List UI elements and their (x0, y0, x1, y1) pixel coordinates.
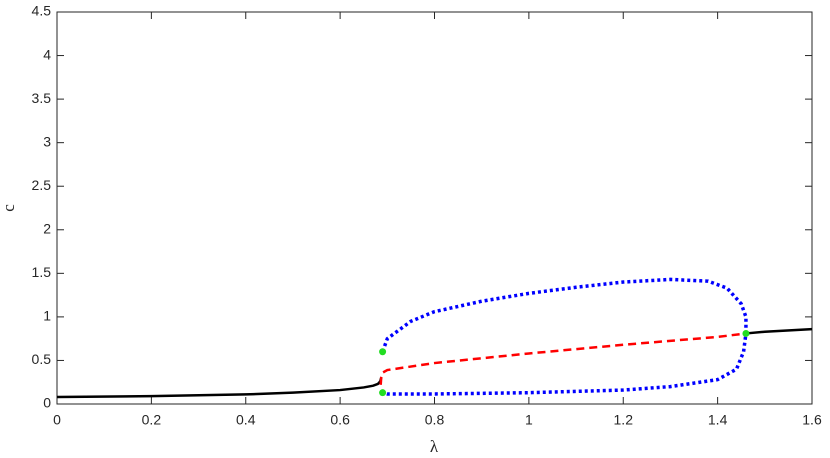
y-tick-label: 3.5 (32, 90, 52, 106)
bifurcation-point (379, 389, 387, 397)
bifurcation-point (742, 329, 750, 337)
x-axis-label: λ (430, 437, 439, 456)
x-tick-label: 0 (53, 412, 61, 428)
x-tick-label: 0.6 (330, 412, 350, 428)
x-tick-label: 0.4 (236, 412, 256, 428)
y-tick-label: 3 (43, 133, 51, 149)
x-tick-label: 1.6 (802, 412, 822, 428)
plot-frame (56, 11, 813, 405)
y-axis-label: c (0, 204, 18, 212)
y-tick-label: 2.5 (32, 177, 52, 193)
series-line (380, 277, 748, 396)
x-tick-label: 0.8 (425, 412, 445, 428)
bifurcation-point (379, 348, 387, 356)
x-tick-label: 1.4 (708, 412, 728, 428)
series-line (379, 332, 747, 385)
y-tick-label: 1 (43, 308, 51, 324)
x-tick-label: 0.2 (142, 412, 162, 428)
series-line (56, 327, 813, 399)
y-tick-label: 2 (43, 220, 51, 236)
y-tick-label: 4.5 (32, 3, 52, 19)
x-tick-label: 1.2 (614, 412, 634, 428)
y-tick-label: 0 (43, 395, 51, 411)
x-tick-label: 1 (525, 412, 533, 428)
y-tick-label: 0.5 (32, 351, 52, 367)
y-tick-label: 1.5 (32, 264, 52, 280)
y-tick-label: 4 (43, 46, 51, 62)
